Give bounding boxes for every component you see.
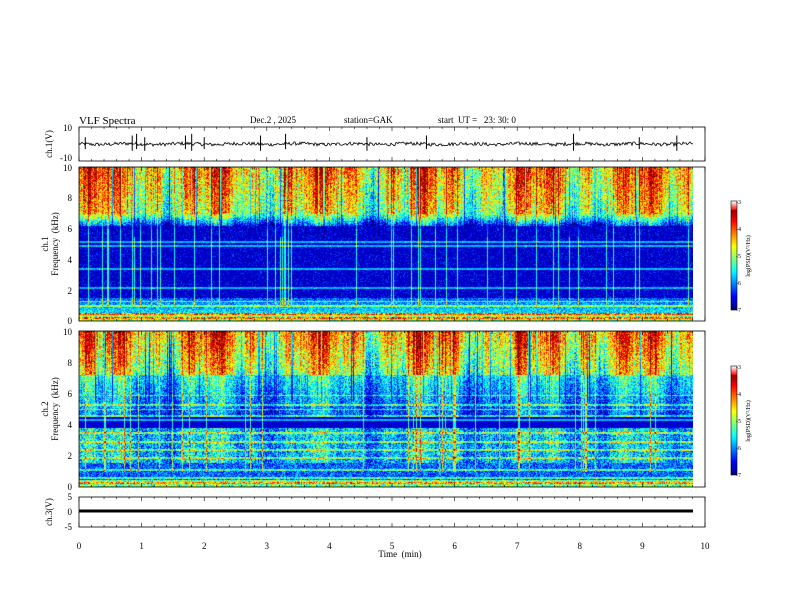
ch1-waveform-panel: 10 -10 ch.1(V) bbox=[44, 123, 706, 163]
ch1-spectrogram-ylabel-line1: ch.1 bbox=[40, 236, 50, 251]
ch2-cbar-tick-m7: -7 bbox=[736, 473, 741, 479]
ch3-waveform-ylabel: ch.3(V) bbox=[44, 498, 54, 526]
ch2-spectrogram-ylabel-line1: ch.2 bbox=[40, 401, 50, 416]
time-tick-label: 0 bbox=[77, 541, 82, 551]
ch1-waveform-ylabel: ch.1(V) bbox=[44, 130, 54, 158]
time-tick-label: 1 bbox=[139, 541, 144, 551]
ch3-waveform-trace bbox=[79, 509, 693, 513]
time-tick-label: 5 bbox=[390, 541, 395, 551]
ch1-ytick-0: 0 bbox=[68, 316, 73, 326]
ch1-spike-group bbox=[84, 133, 678, 151]
time-tick-label: 10 bbox=[701, 541, 711, 551]
ch2-ytick-4: 4 bbox=[68, 420, 73, 430]
ch1-ytick-8: 8 bbox=[68, 193, 73, 203]
time-tick-label: 9 bbox=[640, 541, 645, 551]
ch2-ytick-8: 8 bbox=[68, 358, 73, 368]
ch2-cbar-tick-m6: -6 bbox=[736, 446, 741, 452]
time-axis-ticks bbox=[78, 127, 706, 527]
ch2-cbar-tick-m5: -5 bbox=[736, 419, 741, 425]
ch1-ytick-4: 4 bbox=[68, 255, 73, 265]
ch2-colorbar-frame bbox=[730, 365, 738, 476]
station-label: station=GAK bbox=[344, 115, 393, 125]
ch2-colorbar-image bbox=[731, 366, 737, 475]
ch1-cbar-tick-m5: -5 bbox=[736, 254, 741, 260]
ch1-cbar-tick-m3: -3 bbox=[736, 200, 741, 206]
ch1-spectrogram-image bbox=[79, 167, 693, 321]
figure-title: VLF Spectra bbox=[79, 115, 136, 127]
date-label: Dec.2 , 2025 bbox=[250, 115, 296, 125]
ch2-ytick-0: 0 bbox=[68, 482, 73, 492]
time-axis-tick-labels: 0 1 2 3 4 5 6 7 8 9 10 bbox=[77, 541, 710, 551]
ch1-colorbar-frame bbox=[730, 200, 738, 311]
ch1-cbar-tick-m6: -6 bbox=[736, 281, 741, 287]
time-axis-label: Time (min) bbox=[378, 549, 421, 559]
ch1-waveform-trace bbox=[78, 140, 694, 148]
time-tick-label: 3 bbox=[265, 541, 270, 551]
ch1-ytick-6: 6 bbox=[68, 224, 73, 234]
ch3-waveform-panel: 5 0 -5 ch.3(V) bbox=[44, 492, 706, 532]
ch3-ytick-top: 5 bbox=[68, 492, 73, 502]
ch1-cbar-tick-m7: -7 bbox=[736, 308, 741, 314]
ch1-colorbar-label: log(PSD)(V²/Hz) bbox=[745, 235, 752, 276]
ch3-ytick-bottom: -5 bbox=[65, 522, 73, 532]
ch1-ytick-2: 2 bbox=[68, 286, 73, 296]
time-tick-label: 7 bbox=[515, 541, 520, 551]
time-tick-label: 4 bbox=[327, 541, 332, 551]
time-tick-label: 8 bbox=[578, 541, 583, 551]
ch2-colorbar-label: log(PSD)(V²/Hz) bbox=[745, 400, 752, 441]
start-time-label: start UT = 23: 30: 0 bbox=[438, 115, 516, 125]
ch2-ytick-2: 2 bbox=[68, 451, 73, 461]
ch2-cbar-tick-m4: -4 bbox=[736, 392, 741, 398]
ch2-spectrogram-panel: 0 2 4 6 8 10 ch.2 Frequency (kHz) -3 -4 … bbox=[40, 327, 752, 492]
ch1-ytick-10: 10 bbox=[63, 163, 73, 173]
time-tick-label: 6 bbox=[452, 541, 457, 551]
ch3-ytick-mid: 0 bbox=[68, 507, 73, 517]
ch1-colorbar-image bbox=[731, 201, 737, 310]
time-tick-label: 2 bbox=[202, 541, 207, 551]
ch1-spectrogram-ylabel-line2: Frequency (kHz) bbox=[50, 212, 60, 275]
ch2-ytick-10: 10 bbox=[63, 327, 73, 337]
ch1-spectrogram-yticks: 0 2 4 6 8 10 bbox=[63, 163, 73, 326]
ch2-ytick-6: 6 bbox=[68, 389, 73, 399]
ch2-cbar-tick-m3: -3 bbox=[736, 365, 741, 371]
ch2-spectrogram-ylabel-line2: Frequency (kHz) bbox=[50, 377, 60, 440]
ch1-ytick-top: 10 bbox=[63, 123, 73, 133]
ch1-ytick-bottom: -10 bbox=[60, 153, 72, 163]
ch2-spectrogram-image bbox=[79, 331, 693, 487]
ch1-spectrogram-panel: 0 2 4 6 8 10 ch.1 Frequency (kHz) -3 -4 … bbox=[40, 163, 752, 326]
ch1-cbar-tick-m4: -4 bbox=[736, 227, 741, 233]
